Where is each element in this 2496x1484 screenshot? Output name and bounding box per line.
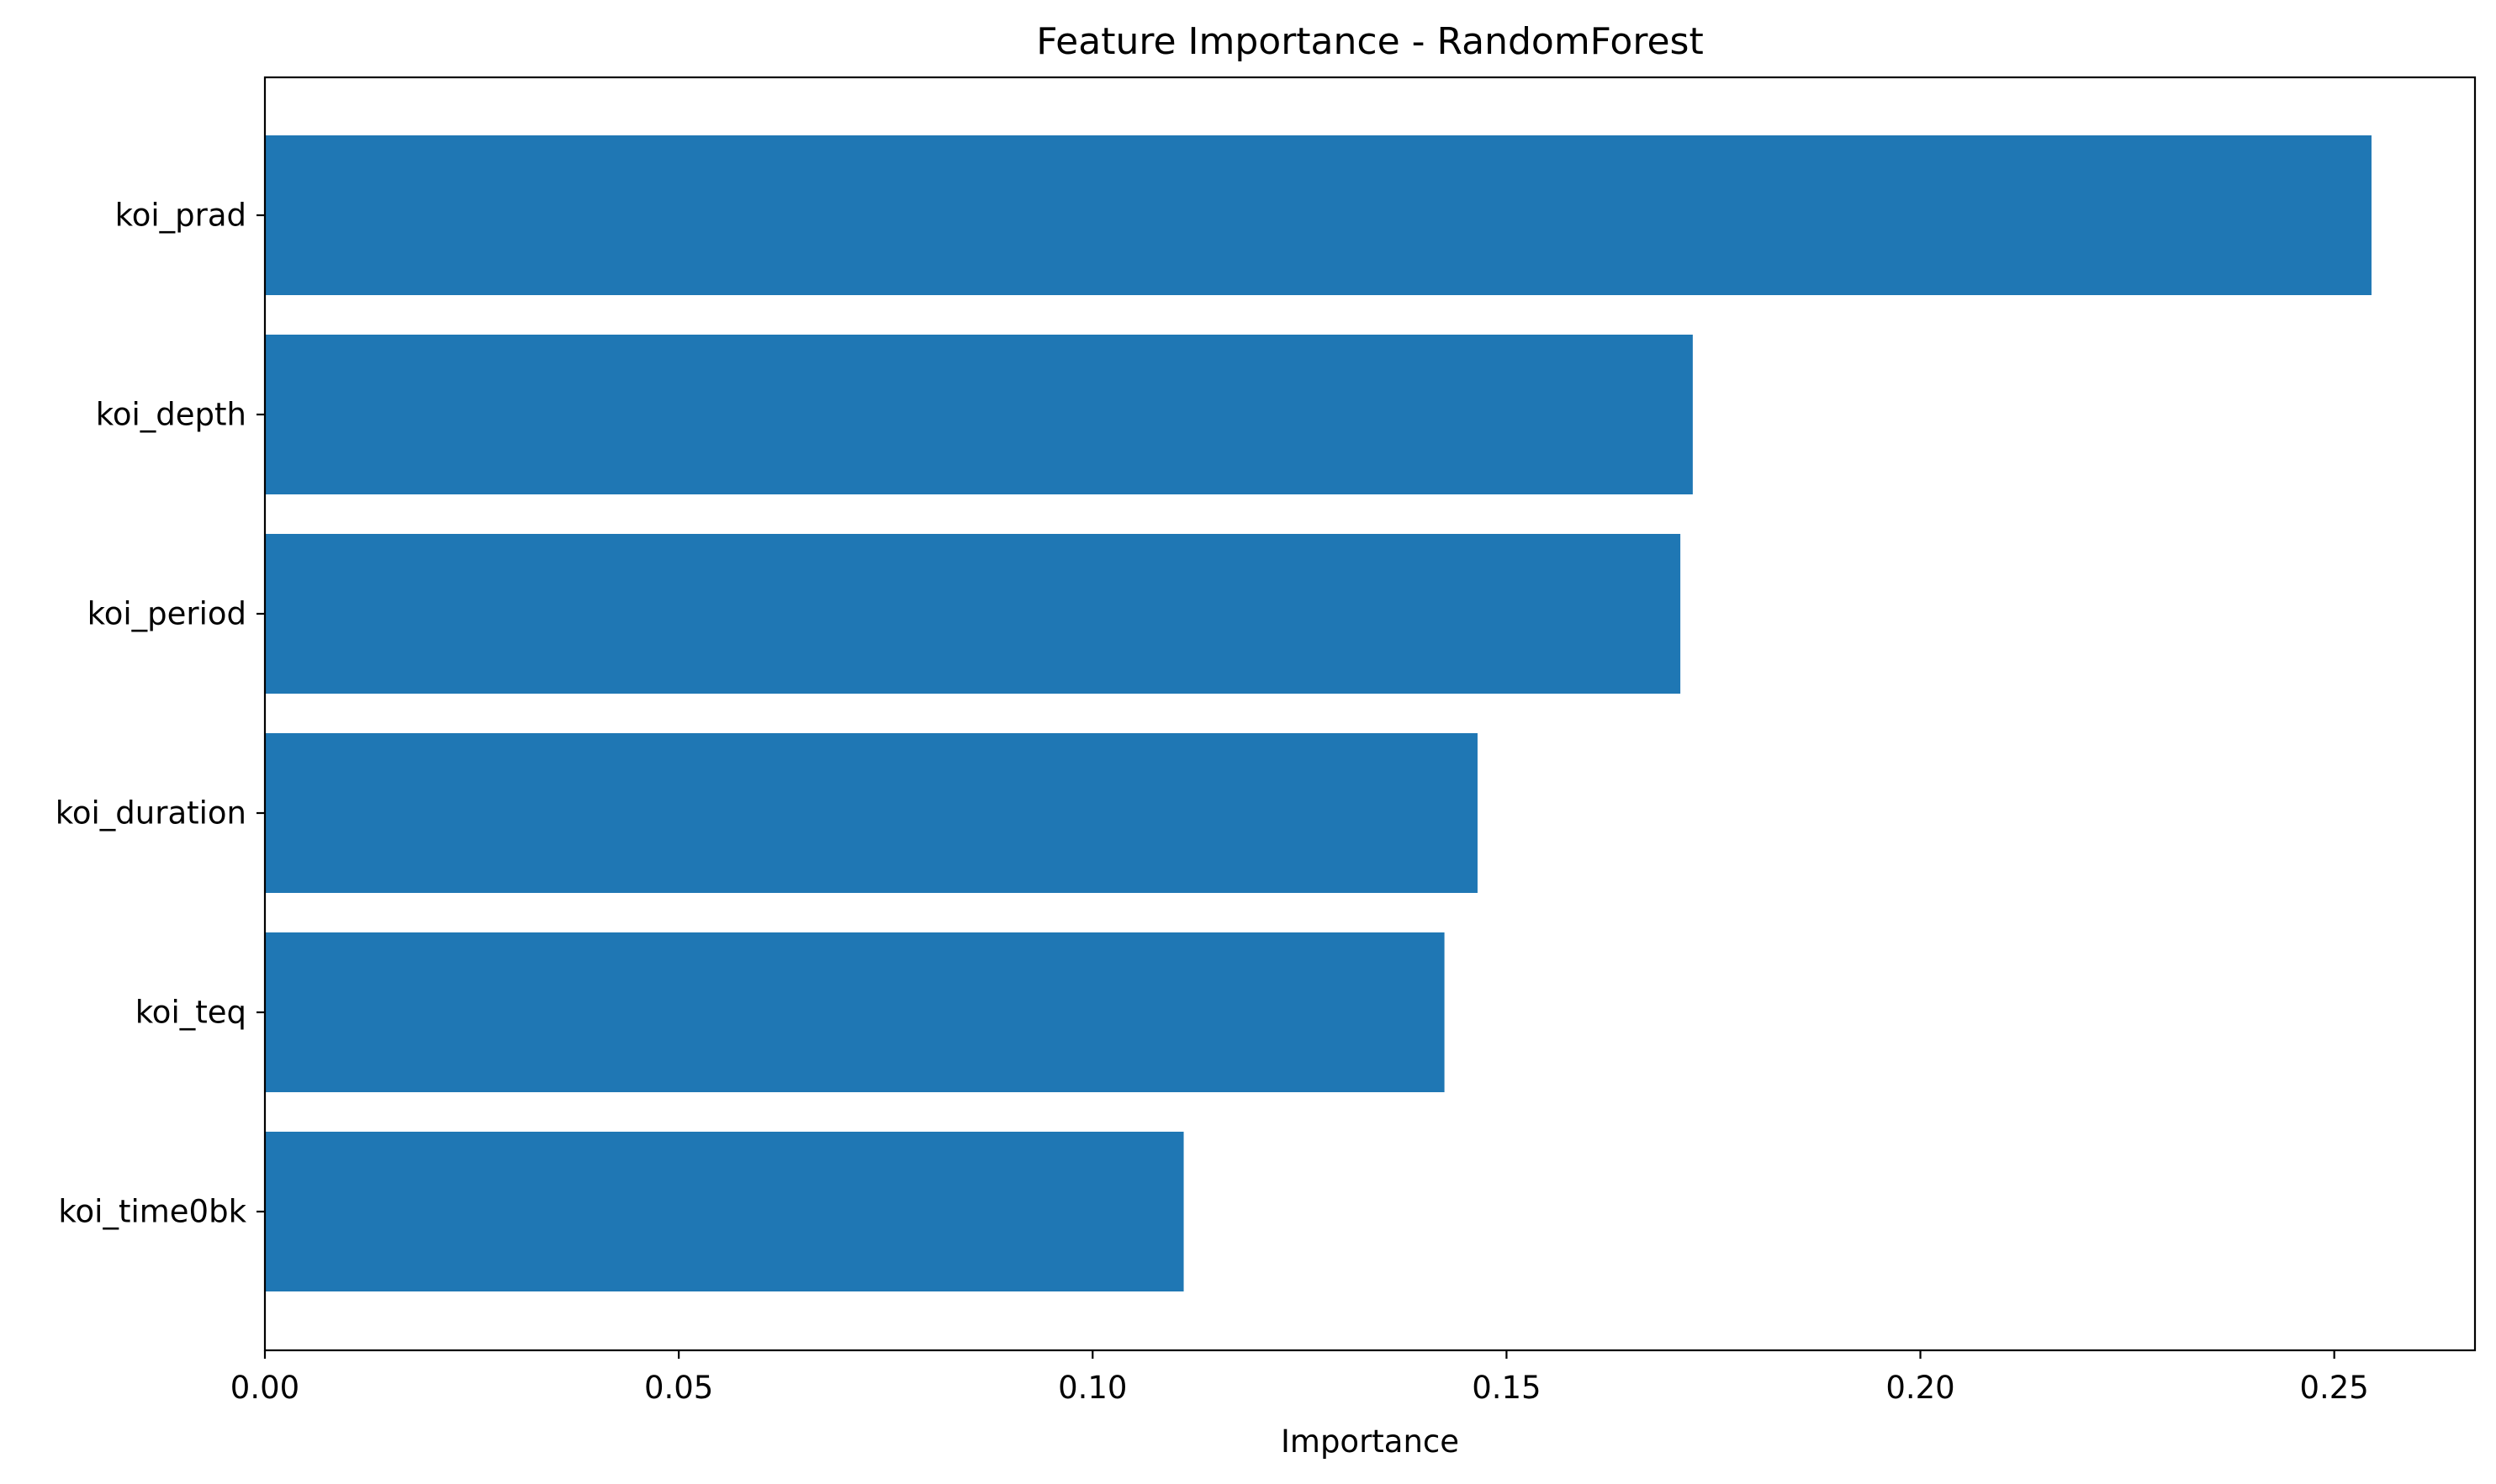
x-tick-label: 0.00 bbox=[230, 1370, 299, 1406]
y-tick-label: koi_time0bk bbox=[58, 1194, 246, 1230]
y-tick-label: koi_prad bbox=[115, 198, 246, 234]
x-axis-label: Importance bbox=[1281, 1423, 1459, 1460]
x-tick-label: 0.15 bbox=[1472, 1370, 1541, 1406]
x-tick-label: 0.25 bbox=[2299, 1370, 2368, 1406]
bars-group bbox=[265, 135, 2372, 1291]
x-tick-label: 0.05 bbox=[644, 1370, 713, 1406]
y-tick-label: koi_period bbox=[87, 596, 246, 632]
bar-koi-depth bbox=[265, 335, 1693, 494]
y-tick-label: koi_duration bbox=[56, 795, 246, 832]
bar-koi-teq bbox=[265, 932, 1445, 1092]
y-tick-label: koi_depth bbox=[96, 397, 246, 433]
bar-koi-time0bk bbox=[265, 1132, 1184, 1291]
bar-koi-prad bbox=[265, 135, 2372, 295]
bar-koi-period bbox=[265, 534, 1681, 694]
x-tick-label: 0.10 bbox=[1058, 1370, 1127, 1406]
x-axis-ticks: 0.00 0.05 0.10 0.15 0.20 0.25 bbox=[230, 1350, 2369, 1406]
x-tick-label: 0.20 bbox=[1885, 1370, 1954, 1406]
y-tick-label: koi_teq bbox=[135, 995, 246, 1031]
plot-frame bbox=[263, 76, 2477, 1352]
y-axis-ticks: koi_prad koi_depth koi_period koi_durationk… bbox=[56, 198, 265, 1230]
chart-title: Feature Importance - RandomForest bbox=[1036, 20, 1703, 63]
bar-koi-duration bbox=[265, 733, 1478, 893]
